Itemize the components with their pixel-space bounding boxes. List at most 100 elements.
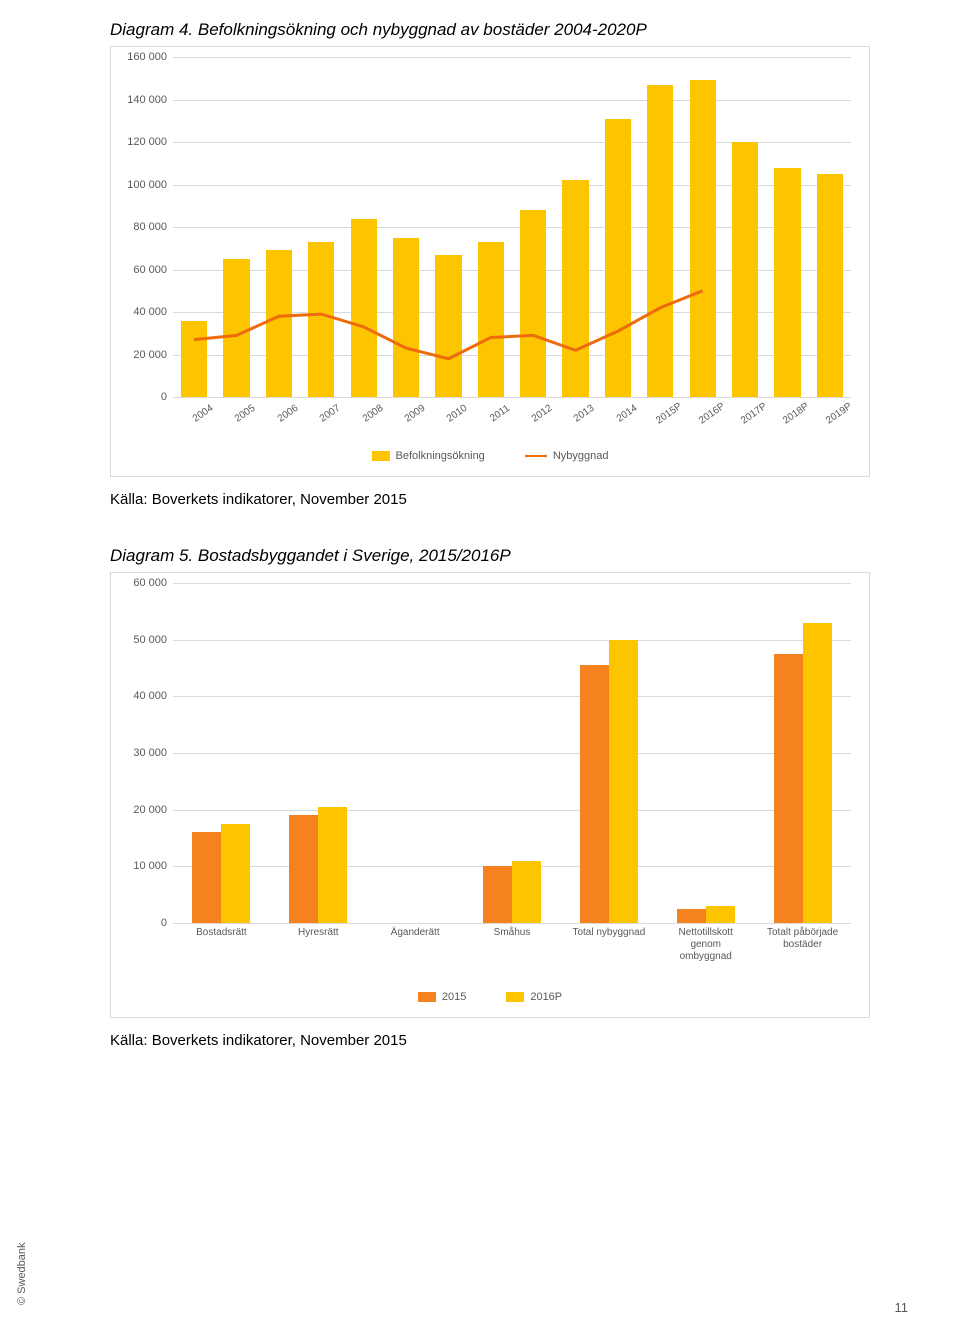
bar-group — [560, 583, 657, 923]
bar — [483, 866, 512, 923]
y-tick-label: 0 — [161, 917, 173, 929]
chart1-bars — [173, 57, 851, 397]
bar — [817, 174, 843, 397]
bar — [562, 180, 588, 397]
bar-group — [657, 583, 754, 923]
chart2-bars — [173, 583, 851, 923]
bar — [266, 250, 292, 397]
y-tick-label: 40 000 — [133, 690, 173, 702]
chart2-x-labels: BostadsrättHyresrättÄganderättSmåhusTota… — [173, 927, 851, 963]
y-tick-label: 50 000 — [133, 634, 173, 646]
bar — [223, 259, 249, 397]
bar — [351, 219, 377, 398]
page-number: 11 — [895, 1300, 909, 1315]
x-tick-label: Småhus — [464, 927, 561, 963]
chart1-x-labels: 2004200520062007200820092010201120122013… — [173, 401, 851, 422]
bar — [690, 80, 716, 397]
y-tick-label: 120 000 — [127, 136, 173, 148]
chart1-title: Diagram 4. Befolkningsökning och nybyggn… — [110, 20, 870, 40]
x-tick-label: Totalt påbörjade bostäder — [754, 927, 851, 963]
series0-swatch-icon — [418, 992, 436, 1002]
bar-group — [270, 583, 367, 923]
bar-slot — [766, 57, 808, 397]
bar — [192, 832, 221, 923]
x-tick-label: Total nybyggnad — [560, 927, 657, 963]
y-tick-label: 30 000 — [133, 747, 173, 759]
bar-swatch-icon — [372, 451, 390, 461]
x-tick-label: Hyresrätt — [270, 927, 367, 963]
x-tick-label: Äganderätt — [367, 927, 464, 963]
x-tick-label: Bostadsrätt — [173, 927, 270, 963]
gridline — [173, 923, 851, 924]
bar-group — [754, 583, 851, 923]
bar — [221, 824, 250, 923]
legend-2016p-label: 2016P — [530, 991, 562, 1003]
bar — [605, 119, 631, 397]
bar — [520, 210, 546, 397]
y-tick-label: 20 000 — [133, 349, 173, 361]
chart2-box: 010 00020 00030 00040 00050 00060 000 Bo… — [110, 572, 870, 1018]
bar — [478, 242, 504, 397]
bar-slot — [470, 57, 512, 397]
y-tick-label: 140 000 — [127, 94, 173, 106]
chart1-source: Källa: Boverkets indikatorer, November 2… — [110, 491, 870, 508]
legend-2015-label: 2015 — [442, 991, 466, 1003]
legend-line: Nybyggnad — [525, 450, 609, 462]
y-tick-label: 10 000 — [133, 860, 173, 872]
bar — [435, 255, 461, 397]
bar-slot — [258, 57, 300, 397]
legend-line-label: Nybyggnad — [553, 450, 609, 462]
bar — [318, 807, 347, 923]
chart2-plot: 010 00020 00030 00040 00050 00060 000 — [173, 583, 851, 923]
legend-2016p: 2016P — [506, 991, 562, 1003]
chart1-plot: 020 00040 00060 00080 000100 000120 0001… — [173, 57, 851, 397]
bar-slot — [809, 57, 851, 397]
bar-slot — [173, 57, 215, 397]
bar — [393, 238, 419, 397]
y-tick-label: 20 000 — [133, 804, 173, 816]
y-tick-label: 40 000 — [133, 306, 173, 318]
bar-slot — [597, 57, 639, 397]
y-tick-label: 80 000 — [133, 221, 173, 233]
bar-slot — [343, 57, 385, 397]
chart1-legend: Befolkningsökning Nybyggnad — [125, 450, 855, 462]
bar-group — [464, 583, 561, 923]
bar — [706, 906, 735, 923]
page: Diagram 4. Befolkningsökning och nybyggn… — [0, 0, 960, 1339]
chart2-source: Källa: Boverkets indikatorer, November 2… — [110, 1032, 870, 1049]
chart2-title: Diagram 5. Bostadsbyggandet i Sverige, 2… — [110, 546, 870, 566]
bar-group — [367, 583, 464, 923]
bar-slot — [639, 57, 681, 397]
series1-swatch-icon — [506, 992, 524, 1002]
line-swatch-icon — [525, 455, 547, 457]
x-tick-label: Nettotillskott genom ombyggnad — [657, 927, 754, 963]
bar — [677, 909, 706, 923]
bar — [732, 142, 758, 397]
bar — [308, 242, 334, 397]
y-tick-label: 100 000 — [127, 179, 173, 191]
bar — [289, 815, 318, 923]
bar-slot — [215, 57, 257, 397]
bar-slot — [385, 57, 427, 397]
bar-slot — [682, 57, 724, 397]
bar — [647, 85, 673, 397]
bar — [609, 640, 638, 923]
bar-slot — [724, 57, 766, 397]
bar-slot — [300, 57, 342, 397]
bar — [580, 665, 609, 923]
chart1-box: 0 20 000 40 000 60 000 80 000 100 000 120 000 1… — [110, 46, 870, 477]
bar-slot — [554, 57, 596, 397]
y-tick-label: 60 000 — [133, 264, 173, 276]
y-tick-label: 0 — [161, 391, 173, 403]
bar — [803, 623, 832, 923]
bar — [512, 861, 541, 923]
y-tick-label: 60 000 — [133, 577, 173, 589]
legend-2015: 2015 — [418, 991, 466, 1003]
bar — [774, 168, 800, 398]
bar-group — [173, 583, 270, 923]
bar — [774, 654, 803, 923]
footer-copyright: © Swedbank — [16, 1242, 28, 1305]
bar — [181, 321, 207, 398]
bar-slot — [512, 57, 554, 397]
chart2-legend: 2015 2016P — [125, 991, 855, 1003]
